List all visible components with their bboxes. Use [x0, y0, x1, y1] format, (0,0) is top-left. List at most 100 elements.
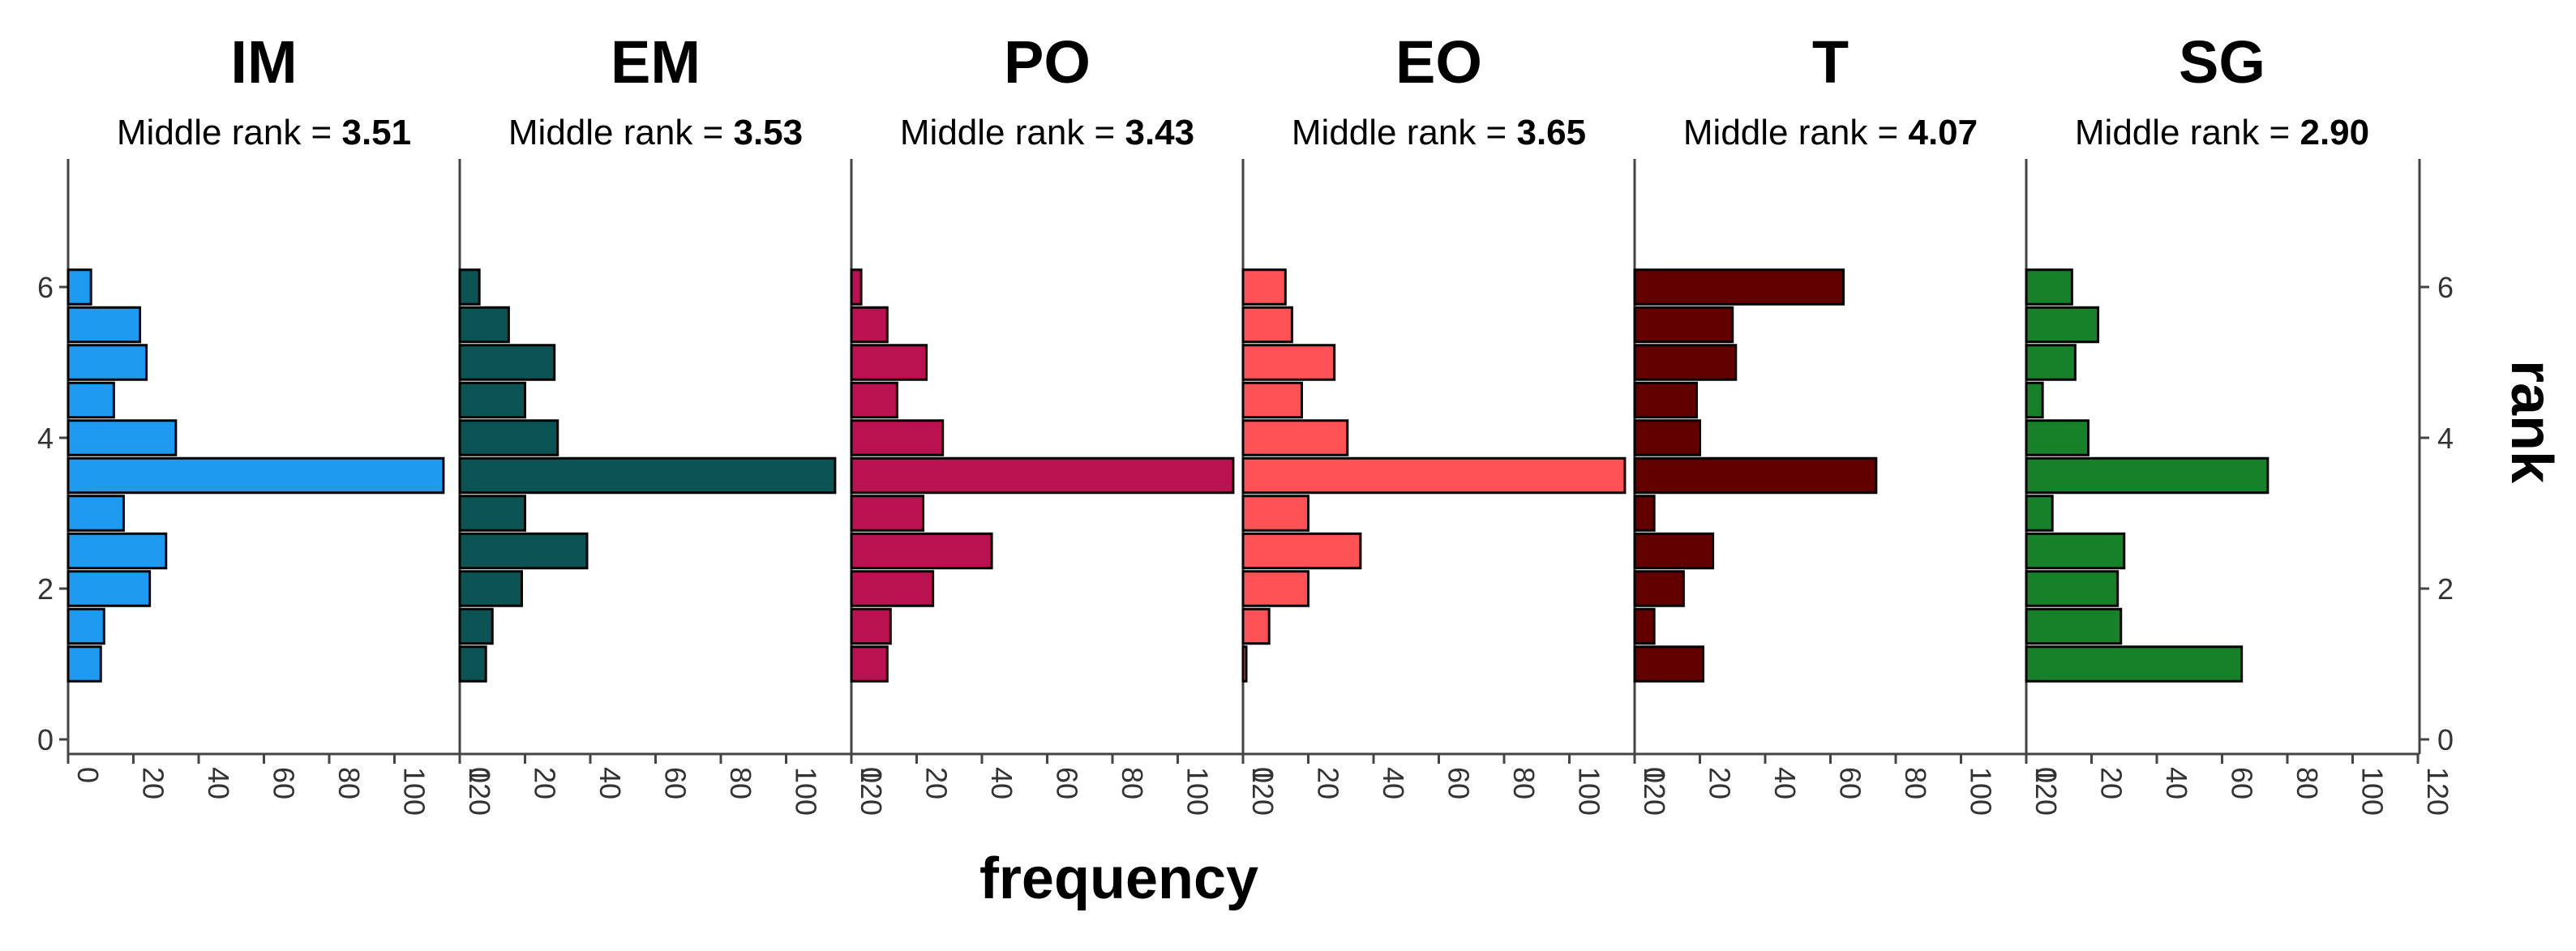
y-tick-label-left: 0 — [37, 723, 54, 756]
bar-em-rank-2 — [458, 570, 523, 607]
bar-eo-rank-1.5 — [1241, 607, 1271, 645]
x-tick-label: 120 — [2030, 767, 2063, 816]
x-tick-label: 120 — [1638, 767, 1671, 816]
panel-eo: EO Middle rank = 3.65 0 20 40 60 80 100 120 — [1241, 28, 1671, 816]
x-tick-label: 0 — [1246, 767, 1279, 783]
x-tick-label: 80 — [1507, 767, 1541, 799]
bar-sg-rank-3 — [2025, 495, 2054, 532]
panel-title: EM — [611, 28, 701, 96]
middle-rank-value: 3.65 — [1516, 113, 1586, 152]
bar-eo-rank-2.5 — [1241, 532, 1362, 570]
middle-rank-prefix: Middle rank = — [2075, 113, 2300, 152]
bar-im-rank-5 — [66, 344, 148, 381]
x-tick-label: 40 — [985, 767, 1018, 799]
bar-t-rank-5.5 — [1633, 306, 1734, 344]
bar-sg-rank-5 — [2025, 344, 2077, 381]
x-tick-label: 40 — [594, 767, 627, 799]
bar-eo-rank-4 — [1241, 419, 1349, 456]
panel-title: EO — [1395, 28, 1482, 96]
bar-em-rank-2.5 — [458, 532, 589, 570]
x-tick-label: 60 — [2226, 767, 2259, 799]
x-tick-label: 60 — [268, 767, 301, 799]
y-tick-label-right: 4 — [2437, 422, 2454, 455]
bar-sg-rank-4.5 — [2025, 381, 2044, 419]
x-tick-label: 80 — [2291, 767, 2324, 799]
x-tick-label: 20 — [137, 767, 170, 799]
bar-t-rank-6 — [1633, 268, 1845, 306]
x-tick-label: 60 — [1834, 767, 1867, 799]
bar-em-rank-5.5 — [458, 306, 510, 344]
x-tick-label: 60 — [1442, 767, 1476, 799]
x-tick-label: 0 — [2030, 767, 2063, 783]
x-tick-label: 40 — [2160, 767, 2193, 799]
middle-rank-label: Middle rank = 3.43 — [900, 113, 1194, 152]
middle-rank-prefix: Middle rank = — [117, 113, 342, 152]
x-tick-label: 0 — [463, 767, 496, 783]
bar-eo-rank-6 — [1241, 268, 1287, 306]
bar-im-rank-4.5 — [66, 381, 115, 419]
x-tick-label: 100 — [1965, 767, 1998, 816]
x-tick-label: 20 — [1704, 767, 1737, 799]
bar-sg-rank-1.5 — [2025, 607, 2123, 645]
bar-eo-rank-2 — [1241, 570, 1309, 607]
panel-title: T — [1812, 28, 1849, 96]
x-tick-label: 0 — [855, 767, 888, 783]
x-tick-label: 120 — [463, 767, 496, 816]
bar-t-rank-4.5 — [1633, 381, 1698, 419]
bar-po-rank-3.5 — [850, 456, 1235, 495]
bar-sg-rank-5.5 — [2025, 306, 2100, 344]
bar-im-rank-4 — [66, 419, 178, 456]
y-tick-label-right: 2 — [2437, 572, 2454, 606]
x-tick-label: 40 — [1377, 767, 1410, 799]
bar-eo-rank-1 — [1241, 645, 1248, 683]
x-tick-label: 100 — [1181, 767, 1215, 816]
bar-sg-rank-1 — [2025, 645, 2244, 683]
bar-sg-rank-3.5 — [2025, 456, 2270, 495]
panel-title: PO — [1004, 28, 1091, 96]
x-tick-label: 40 — [1768, 767, 1802, 799]
x-tick-label: 80 — [1116, 767, 1149, 799]
y-tick-label-right: 6 — [2437, 271, 2454, 304]
middle-rank-value: 3.51 — [341, 113, 411, 152]
middle-rank-prefix: Middle rank = — [508, 113, 734, 152]
bar-em-rank-4.5 — [458, 381, 526, 419]
bar-t-rank-2.5 — [1633, 532, 1715, 570]
middle-rank-label: Middle rank = 3.51 — [117, 113, 411, 152]
bar-im-rank-3.5 — [66, 456, 445, 495]
bar-t-rank-5 — [1633, 344, 1738, 381]
middle-rank-value: 2.90 — [2300, 113, 2369, 152]
bar-eo-rank-5.5 — [1241, 306, 1293, 344]
bar-im-rank-2.5 — [66, 532, 168, 570]
x-tick-label: 20 — [2095, 767, 2128, 799]
y-tick-label-left: 2 — [37, 572, 54, 606]
bar-po-rank-5 — [850, 344, 928, 381]
x-tick-label: 100 — [790, 767, 823, 816]
bar-em-rank-4 — [458, 419, 559, 456]
bar-po-rank-5.5 — [850, 306, 889, 344]
bar-po-rank-1.5 — [850, 607, 892, 645]
bar-em-rank-6 — [458, 268, 481, 306]
bar-em-rank-1.5 — [458, 607, 494, 645]
middle-rank-value: 4.07 — [1908, 113, 1978, 152]
bar-sg-rank-2.5 — [2025, 532, 2126, 570]
x-tick-label: 60 — [1051, 767, 1084, 799]
bar-em-rank-3 — [458, 495, 526, 532]
bar-t-rank-1 — [1633, 645, 1705, 683]
bar-em-rank-5 — [458, 344, 556, 381]
y-tick-label-right: 0 — [2437, 723, 2454, 756]
y-axis-title: rank — [2499, 360, 2564, 484]
x-tick-label: 0 — [1638, 767, 1671, 783]
x-tick-label: 100 — [398, 767, 431, 816]
x-tick-label: 20 — [1312, 767, 1345, 799]
x-tick-label: 100 — [2356, 767, 2390, 816]
panel-im: IM Middle rank = 3.51 0 20 40 60 80 100 120 — [66, 28, 496, 816]
bar-t-rank-2 — [1633, 570, 1685, 607]
x-tick-label: 120 — [1246, 767, 1279, 816]
x-tick-label: 0 — [71, 767, 105, 783]
panel-title: SG — [2179, 28, 2265, 96]
bar-sg-rank-2 — [2025, 570, 2120, 607]
bar-po-rank-2.5 — [850, 532, 993, 570]
panel-t: T Middle rank = 4.07 0 20 40 60 80 100 120 — [1633, 28, 2063, 816]
x-tick-label: 100 — [1573, 767, 1606, 816]
